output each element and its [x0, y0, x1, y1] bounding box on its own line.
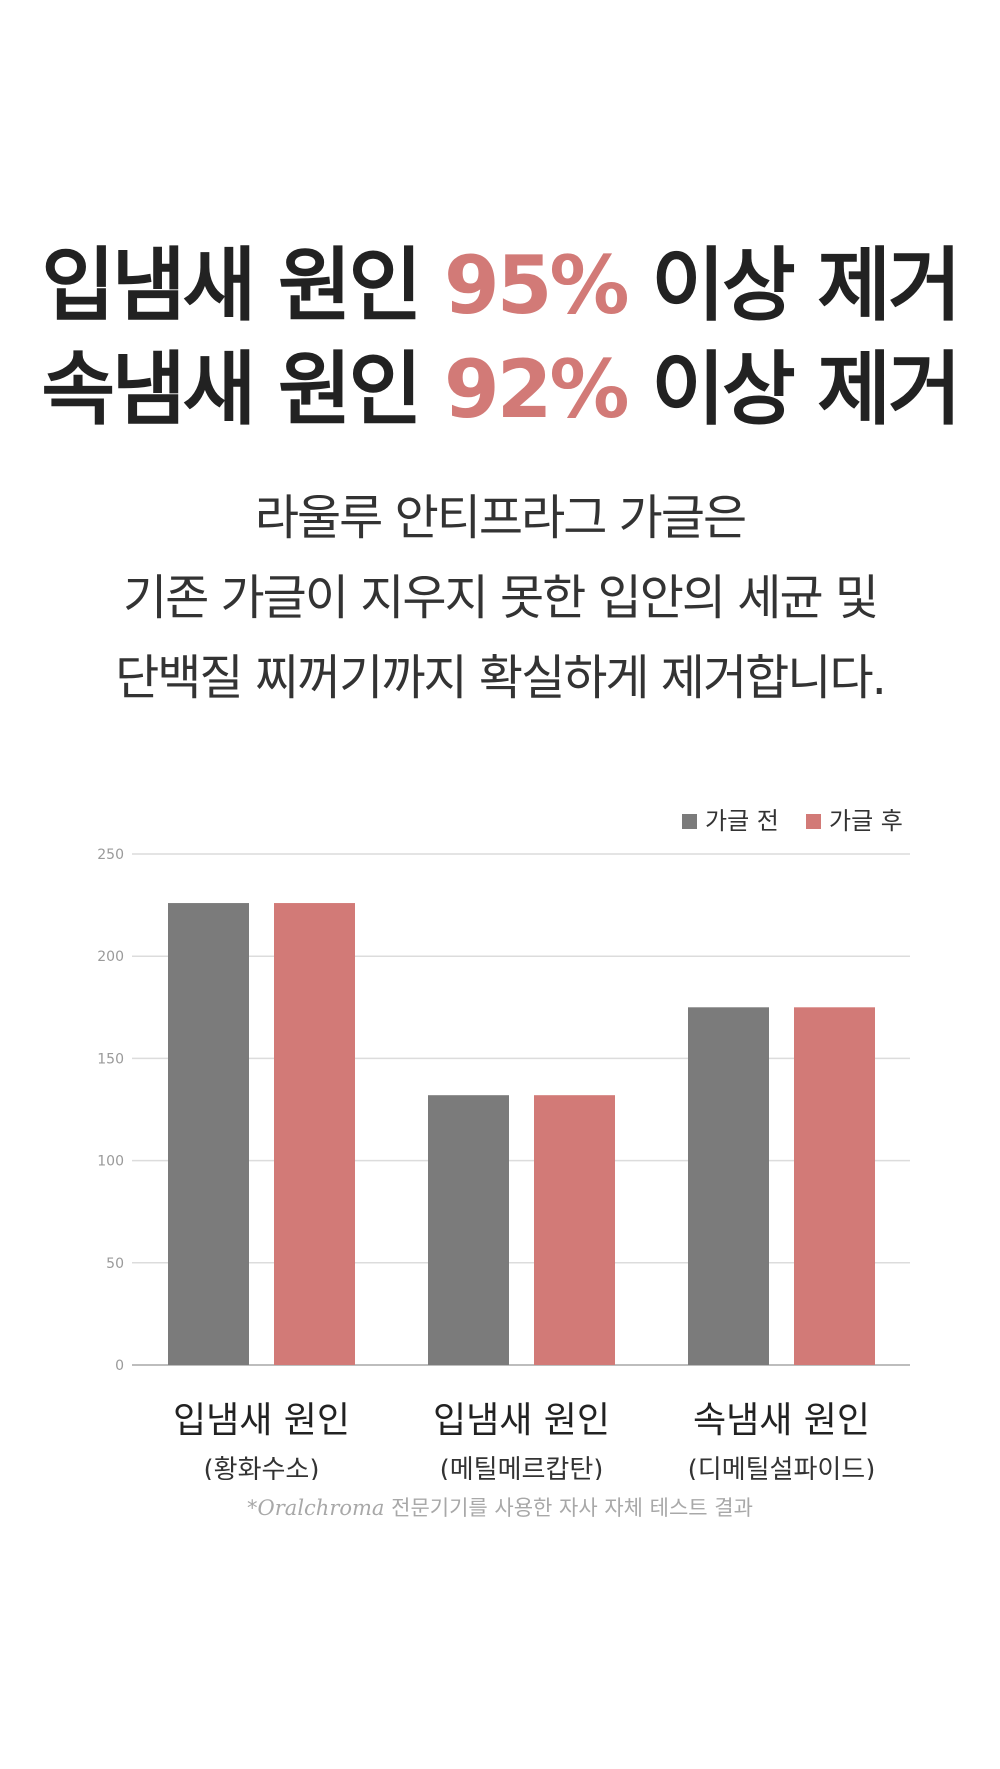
- y-tick-label: 150: [97, 1051, 124, 1067]
- headline-line-2: 속냄새 원인 92% 이상 제거: [0, 340, 1000, 440]
- headline-2-suffix: 이상 제거: [626, 343, 961, 436]
- legend-label: 가글 전: [705, 807, 779, 835]
- legend-label: 가글 후: [829, 807, 903, 835]
- x-category-label: 속냄새 원인: [693, 1400, 870, 1441]
- x-category-label: 입냄새 원인: [433, 1400, 610, 1441]
- bar: [794, 1007, 875, 1365]
- x-subcategory-label: (메틸메르캅탄): [440, 1455, 604, 1480]
- footnote-brand: Oralchroma: [257, 1496, 385, 1520]
- headline-1-prefix: 입냄새 원인: [41, 239, 445, 332]
- y-tick-label: 50: [106, 1256, 124, 1272]
- x-subcategory-label: (황화수소): [204, 1455, 320, 1480]
- x-subcategory-label: (디메틸설파이드): [688, 1455, 876, 1480]
- footnote-mark: *: [247, 1496, 258, 1520]
- legend-swatch: [806, 814, 821, 829]
- bar: [168, 903, 249, 1365]
- footnote-text: 전문기기를 사용한 자사 자체 테스트 결과: [384, 1496, 753, 1520]
- y-tick-label: 200: [97, 949, 124, 965]
- description-line-2: 기존 가글이 지우지 못한 입안의 세균 및: [122, 570, 879, 626]
- bar: [274, 903, 355, 1365]
- footnote: *Oralchroma 전문기기를 사용한 자사 자체 테스트 결과: [0, 1492, 1000, 1522]
- x-category-label: 입냄새 원인: [173, 1400, 350, 1441]
- y-tick-label: 0: [115, 1358, 124, 1374]
- headline-1-suffix: 이상 제거: [626, 239, 961, 332]
- headline-2-percent: 92%: [444, 343, 629, 436]
- y-tick-label: 100: [97, 1154, 124, 1170]
- headline-1-percent: 95%: [444, 239, 629, 332]
- bar: [428, 1095, 509, 1365]
- description-line-3: 단백질 찌꺼기까지 확실하게 제거합니다.: [115, 650, 887, 706]
- legend-swatch: [682, 814, 697, 829]
- headline-line-1: 입냄새 원인 95% 이상 제거: [0, 236, 1000, 336]
- headline-2-prefix: 속냄새 원인: [41, 343, 445, 436]
- description-line-1: 라울루 안티프라그 가글은: [254, 490, 747, 546]
- bar: [688, 1007, 769, 1365]
- bar: [534, 1095, 615, 1365]
- y-tick-label: 250: [97, 847, 124, 863]
